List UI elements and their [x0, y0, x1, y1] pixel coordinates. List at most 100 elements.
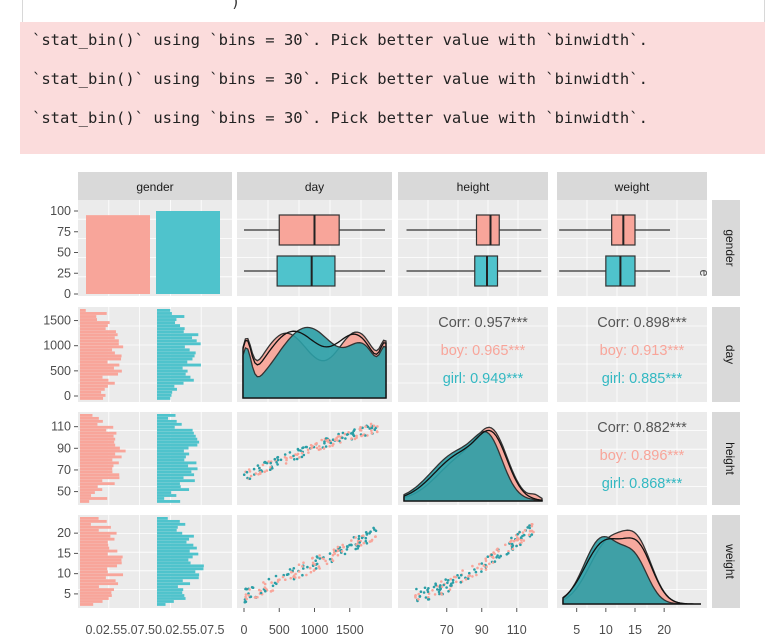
histogram-bar	[80, 549, 118, 553]
row-strip-label: day	[723, 345, 737, 364]
histogram-bar	[80, 537, 115, 541]
histogram-bar	[157, 470, 192, 474]
scatter-point	[259, 470, 262, 474]
scatter-point	[308, 566, 312, 570]
scatter-point	[270, 581, 273, 584]
scatter-point	[361, 534, 365, 537]
scatter-point	[510, 542, 514, 546]
histogram-bar	[157, 597, 186, 600]
scatter-point	[276, 455, 280, 459]
x-tick-label: 20	[657, 623, 671, 637]
scatter-point	[426, 598, 430, 601]
histogram-bar	[157, 342, 201, 346]
scatter-point	[301, 573, 304, 577]
histogram-bar	[80, 369, 122, 373]
scatter-point	[254, 596, 257, 599]
histogram-bar	[80, 443, 116, 447]
scatter-point	[354, 547, 358, 551]
column-strip	[78, 172, 232, 200]
box-body	[278, 214, 340, 246]
scatter-point	[523, 529, 527, 532]
scatter-point	[297, 563, 301, 566]
histogram-bar	[157, 537, 190, 541]
scatter-point	[336, 439, 339, 442]
scatter-point	[315, 555, 319, 558]
histogram-bar	[157, 485, 181, 489]
scatter-point	[288, 568, 292, 571]
scatter-point	[318, 557, 322, 560]
histogram-bar	[157, 534, 194, 538]
scatter-point	[433, 593, 437, 596]
histogram-bar	[157, 437, 198, 441]
histogram-bar	[80, 375, 103, 379]
histogram-bar	[80, 479, 103, 483]
histogram-bar	[80, 564, 118, 568]
warning-line: `stat_bin()` using `bins = 30`. Pick bet…	[32, 31, 648, 49]
scatter-point	[459, 573, 463, 577]
row-strip	[712, 307, 740, 402]
column-strip	[557, 172, 707, 200]
scatter-point	[268, 468, 272, 472]
y-tick-label: 0	[64, 287, 71, 301]
histogram-bar	[157, 517, 168, 520]
histogram-bar	[80, 494, 92, 497]
scatter-point	[370, 426, 374, 430]
scatter-point	[530, 524, 534, 528]
scatter-point	[333, 438, 337, 442]
scatter-point	[507, 552, 510, 555]
x-tick-label: 500	[269, 623, 290, 637]
scatter-point	[368, 427, 372, 430]
scatter-point	[364, 531, 368, 534]
scatter-point	[338, 439, 341, 443]
scatter-point	[370, 431, 374, 435]
histogram-bar	[157, 594, 185, 597]
scatter-point	[242, 473, 246, 477]
scatter-point	[336, 545, 340, 549]
histogram-bar	[80, 437, 116, 441]
histogram-bar	[157, 425, 175, 429]
scatter-point	[244, 595, 247, 599]
histogram-bar	[157, 452, 190, 456]
y-tick-label: 5	[64, 587, 71, 601]
histogram-bar	[80, 491, 95, 494]
histogram-bar	[80, 348, 113, 352]
histogram-bar	[80, 540, 108, 544]
scatter-point	[283, 453, 287, 456]
scatter-point	[293, 458, 296, 461]
panel-background	[237, 515, 392, 608]
histogram-bar	[80, 452, 116, 456]
scatter-point	[305, 573, 308, 577]
scatter-point	[251, 586, 255, 589]
scatter-point	[451, 581, 455, 584]
scatter-point	[488, 562, 491, 566]
code-close-paren: )	[231, 0, 241, 11]
histogram-bar	[80, 345, 124, 349]
histogram-bar	[80, 440, 115, 444]
correlation-boy: boy: 0.913***	[600, 343, 685, 359]
scatter-point	[356, 547, 360, 550]
scatter-point	[519, 538, 523, 542]
scatter-point	[341, 431, 345, 435]
scatter-point	[328, 445, 332, 448]
histogram-bar	[157, 416, 169, 420]
scatter-point	[271, 467, 274, 470]
scatter-point	[331, 444, 334, 447]
histogram-bar	[157, 552, 199, 556]
histogram-bar	[80, 351, 115, 355]
histogram-bar	[80, 528, 99, 532]
scatter-point	[357, 534, 361, 538]
x-tick-label: 5	[573, 623, 580, 637]
histogram-bar	[157, 497, 165, 500]
histogram-bar	[80, 309, 86, 312]
histogram-bar	[80, 588, 114, 592]
scatter-point	[522, 539, 526, 542]
row-strip-label: gender	[723, 229, 737, 266]
scatter-point	[322, 557, 325, 561]
scatter-point	[482, 564, 486, 567]
scatter-point	[374, 535, 377, 538]
scatter-point	[419, 590, 423, 593]
scatter-point	[262, 581, 265, 584]
scatter-point	[336, 553, 340, 557]
scatter-point	[318, 445, 321, 448]
plot-labels: e Corr: 0.957*** boy: 0.965*** girl: 0.949*…	[43, 204, 711, 637]
